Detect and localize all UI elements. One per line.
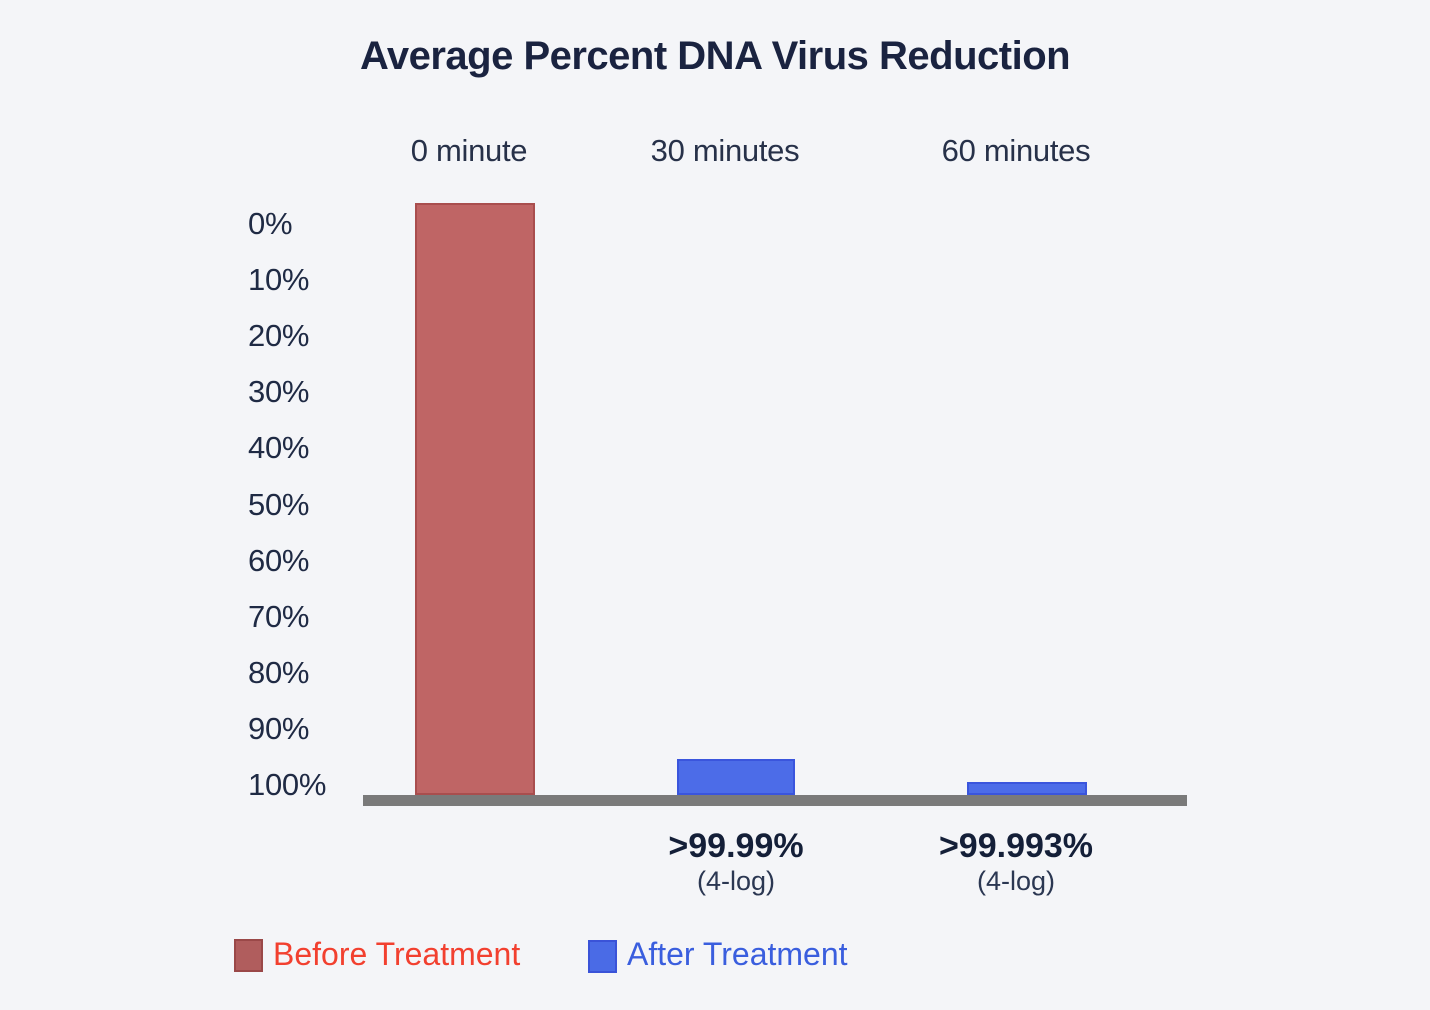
y-axis-tick: 80% [248,654,310,690]
y-axis-tick: 40% [248,430,310,466]
value-label-group: >99.99% (4-log) [668,826,803,896]
y-axis-tick: 20% [248,318,310,354]
value-label: >99.99% [668,827,804,865]
value-label: >99.993% [938,827,1094,865]
legend-swatch-after [588,940,617,973]
y-axis-tick: 60% [248,542,310,578]
category-header: 60 minutes [941,133,1091,168]
value-label-group: >99.993% (4-log) [939,826,1093,896]
chart-title: Average Percent DNA Virus Reduction [359,34,1071,78]
y-axis-tick: 50% [248,486,310,522]
x-axis-baseline [363,795,1187,806]
value-sublabel: (4-log) [696,866,776,896]
y-axis-tick: 100% [248,767,327,802]
y-axis-tick: 30% [248,374,310,410]
legend-label-before: Before Treatment [273,936,521,972]
bar-60-minutes [967,782,1087,795]
y-axis-tick: 70% [248,598,310,634]
y-axis-tick: 10% [248,262,310,298]
bar-30-minutes [677,759,795,795]
legend-label-after: After Treatment [627,936,848,972]
legend-swatch-before [234,939,263,972]
y-axis-tick: 90% [248,710,310,746]
category-header: 0 minute [410,133,528,168]
bar-0-minute [415,203,535,795]
category-header: 30 minutes [650,133,800,168]
value-sublabel: (4-log) [976,866,1056,896]
y-axis-tick: 0% [248,206,293,241]
